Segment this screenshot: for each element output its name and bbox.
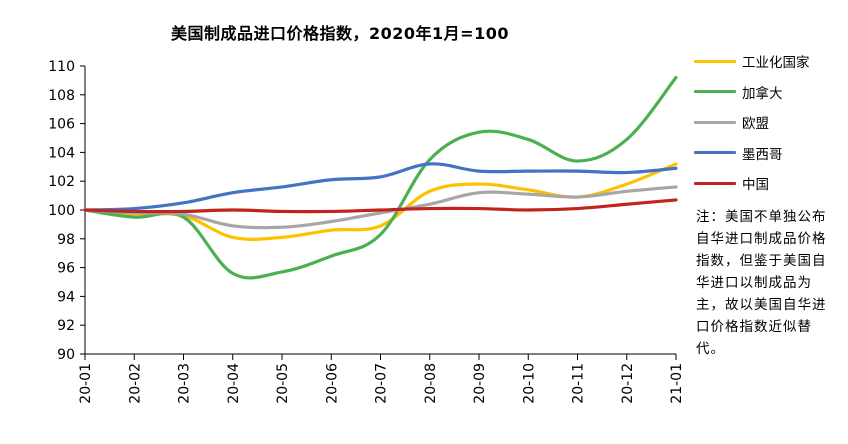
legend-swatch <box>694 181 736 185</box>
legend-swatch <box>694 90 736 94</box>
y-tick-label: 92 <box>57 318 75 334</box>
x-tick-label: 20-09 <box>472 363 488 404</box>
x-tick-label: 20-07 <box>374 363 390 404</box>
y-tick-label: 108 <box>48 88 75 104</box>
y-tick-label: 102 <box>48 174 75 190</box>
y-tick-label: 110 <box>48 59 75 75</box>
y-tick-labels: 90 92 94 96 98 100 102 104 106 108 110 <box>48 59 75 363</box>
y-tick-label: 104 <box>48 145 75 161</box>
series-line-0 <box>83 162 678 241</box>
legend-label: 工业化国家 <box>742 55 810 72</box>
x-tick-label: 21-01 <box>669 363 685 404</box>
y-tick-label: 90 <box>57 347 75 363</box>
x-tick-label: 20-03 <box>177 363 193 404</box>
x-tick-label: 20-10 <box>521 363 537 404</box>
legend-item: 欧盟 <box>694 107 844 138</box>
x-tick-label: 20-08 <box>423 363 439 404</box>
legend-label: 加拿大 <box>742 85 783 102</box>
legend-item: 加拿大 <box>694 77 844 108</box>
chart-title: 美国制成品进口价格指数，2020年1月=100 <box>171 24 509 43</box>
legend-item: 墨西哥 <box>694 138 844 169</box>
y-tick-label: 96 <box>57 261 75 277</box>
x-tick-label: 20-02 <box>127 363 143 404</box>
x-tick-label: 20-05 <box>275 363 291 404</box>
series-line-3 <box>83 162 678 212</box>
legend-swatch <box>694 151 736 155</box>
legend-label: 墨西哥 <box>742 146 783 163</box>
legend-swatch <box>694 120 736 124</box>
legend-item: 工业化国家 <box>694 46 844 77</box>
chart-series-lines <box>83 75 678 280</box>
y-tick-label: 100 <box>48 203 75 219</box>
chart-note: 注：美国不单独公布自华进口制成品价格指数，但鉴于美国自华进口以制成品为主，故以美… <box>696 209 827 357</box>
x-tick-label: 20-12 <box>620 363 636 404</box>
x-tick-label: 20-06 <box>324 363 340 404</box>
y-tick-label: 98 <box>57 232 75 248</box>
y-tick-label: 94 <box>57 289 75 305</box>
y-tick-label: 106 <box>48 117 75 133</box>
legend-label: 中国 <box>742 177 769 194</box>
x-tick-label: 20-11 <box>571 363 587 404</box>
series-line-1 <box>83 75 678 280</box>
x-tick-labels: 20-01 20-02 20-03 20-04 20-05 20-06 20-07 20-08… <box>78 363 685 404</box>
chart-legend: 工业化国家加拿大欧盟墨西哥中国 <box>694 46 844 199</box>
x-tick-label: 20-01 <box>78 363 94 404</box>
x-tick-label: 20-04 <box>226 363 242 404</box>
legend-label: 欧盟 <box>742 116 769 133</box>
series-line-2 <box>83 185 678 230</box>
series-line-4 <box>83 198 678 214</box>
legend-item: 中国 <box>694 168 844 199</box>
legend-swatch <box>694 59 736 63</box>
